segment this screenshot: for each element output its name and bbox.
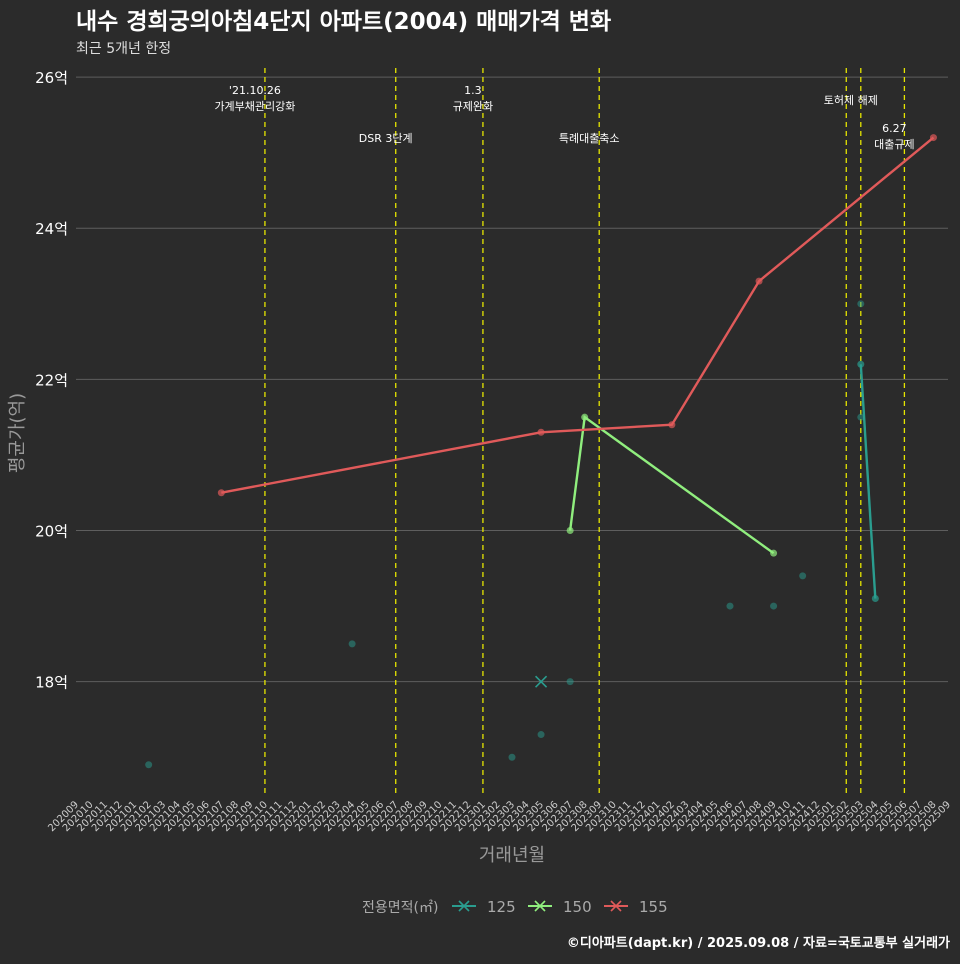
- series-line: [568, 415, 775, 555]
- scatter-point: [857, 413, 865, 421]
- scatter-point: [726, 602, 734, 610]
- scatter-point: [566, 678, 574, 686]
- legend: 전용면적(㎡) 125 150 155: [362, 898, 668, 916]
- y-tick-label: 20억: [35, 523, 68, 541]
- event-label: 토허제 해제: [824, 93, 878, 107]
- x-marker: [535, 675, 548, 688]
- event-label: DSR 3단계: [359, 132, 413, 145]
- y-tick-label: 26억: [35, 69, 68, 87]
- line-point: [668, 421, 676, 429]
- y-tick-label: 24억: [35, 220, 68, 238]
- chart-title: 내수 경희궁의아침4단지 아파트(2004) 매매가격 변화: [76, 9, 611, 35]
- series-150: [566, 413, 778, 557]
- event-label: '21.10.26: [229, 84, 281, 97]
- legend-title: 전용면적(㎡): [362, 900, 438, 916]
- legend-key-x: [458, 900, 470, 912]
- x-axis-label: 거래년월: [479, 845, 545, 866]
- line-point: [581, 413, 589, 421]
- line-point: [770, 549, 778, 557]
- event-label: 대출규제: [874, 138, 914, 151]
- y-tick-label: 22억: [35, 371, 68, 389]
- chart-subtitle: 최근 5개년 한정: [76, 41, 171, 57]
- scatter-point: [508, 753, 516, 761]
- series-line: [221, 136, 935, 494]
- scatter-point: [799, 572, 807, 580]
- event-label: 특례대출축소: [559, 132, 620, 145]
- line-point: [537, 428, 545, 436]
- scatter-point: [145, 761, 153, 769]
- line-point: [755, 277, 763, 285]
- series-125: [145, 300, 879, 769]
- legend-label: 150: [563, 898, 592, 916]
- line-point: [566, 527, 574, 535]
- legend-items: 125 150 155: [452, 898, 668, 916]
- scatter-point: [537, 731, 545, 739]
- series-layer: [145, 134, 937, 769]
- scatter-point: [857, 300, 865, 308]
- line-point: [217, 489, 225, 497]
- event-label: 가계부채관리강화: [214, 100, 295, 113]
- event-label: 규제완화: [453, 100, 493, 113]
- axis-layer: 18억20억22억24억26억2020092020102020112020122…: [35, 69, 953, 834]
- legend-key-x: [534, 900, 546, 912]
- legend-label: 155: [639, 898, 668, 916]
- legend-key-x: [610, 900, 622, 912]
- line-point: [871, 595, 879, 603]
- line-point: [929, 134, 937, 142]
- scatter-point: [348, 640, 356, 648]
- series-line: [859, 364, 877, 599]
- grid-layer: [76, 76, 948, 683]
- event-label: 1.3: [464, 84, 482, 97]
- series-155: [217, 134, 937, 497]
- y-axis-label: 평균가(억): [7, 393, 28, 473]
- line-point: [857, 360, 865, 368]
- caption: ©디아파트(dapt.kr) / 2025.09.08 / 자료=국토교통부 실…: [567, 935, 950, 951]
- y-tick-label: 18억: [35, 674, 68, 692]
- legend-label: 125: [487, 898, 516, 916]
- scatter-point: [770, 602, 778, 610]
- event-label: 6.27: [882, 122, 907, 135]
